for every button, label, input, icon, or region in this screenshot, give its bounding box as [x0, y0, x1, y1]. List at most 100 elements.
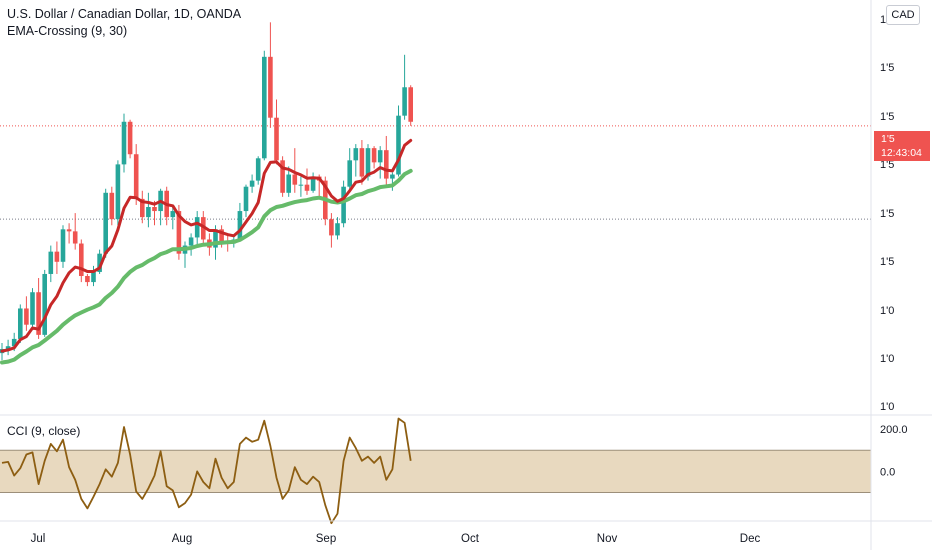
cci-band-fill: [0, 450, 871, 493]
cci-tick-label: 200.0: [880, 424, 908, 436]
candle: [310, 172, 316, 193]
candle-body: [54, 251, 60, 262]
candle-body: [42, 273, 47, 335]
y-tick-label: 1'5: [880, 208, 894, 220]
candle: [72, 213, 78, 250]
candle: [127, 119, 133, 159]
candle-body: [243, 186, 249, 212]
candle-body: [329, 219, 334, 236]
ema-slow-line: [0, 168, 413, 365]
candle: [79, 239, 84, 283]
ema-lines: [0, 138, 413, 365]
candle: [188, 233, 194, 256]
candle-body: [48, 251, 54, 274]
candle-body: [133, 154, 139, 199]
y-tick-label: 1'0: [880, 353, 894, 365]
candles: [0, 22, 413, 361]
candle-body: [359, 148, 365, 177]
candle: [146, 192, 151, 228]
candle-body: [286, 174, 291, 193]
ema-fast-line: [0, 138, 413, 353]
cci-band: [0, 449, 871, 494]
candle: [298, 176, 304, 197]
currency-badge[interactable]: CAD: [886, 5, 920, 25]
candle: [390, 172, 395, 191]
candle: [286, 166, 291, 197]
candle-body: [310, 176, 316, 191]
candle: [262, 50, 267, 161]
candle-body: [304, 184, 310, 191]
y-tick-label: 1'5: [880, 256, 894, 268]
y-tick-label: 1'5: [880, 111, 894, 123]
candle-body: [5, 346, 11, 350]
candle-body: [194, 217, 200, 238]
cci-label[interactable]: CCI (9, close): [7, 424, 81, 438]
candle: [359, 140, 365, 185]
candle-body: [298, 184, 304, 186]
candle-body: [237, 211, 243, 240]
candle-body: [18, 308, 23, 339]
candle: [133, 144, 139, 205]
candle: [396, 105, 401, 177]
candle: [280, 156, 285, 197]
candle-body: [121, 121, 127, 165]
candle-body: [390, 174, 395, 179]
candle: [249, 174, 255, 193]
y-tick-label: 1'5: [880, 159, 894, 171]
bar-countdown: 12:43:04: [881, 147, 922, 159]
candle: [140, 190, 145, 224]
candle: [115, 160, 121, 226]
candle-body: [280, 160, 285, 193]
candle-body: [396, 115, 401, 175]
y-tick-label: 1': [880, 14, 888, 26]
candle: [54, 241, 60, 274]
y-tick-label: 1'0: [880, 401, 894, 413]
candle: [292, 148, 298, 193]
candle: [274, 99, 279, 165]
candle: [170, 207, 176, 230]
candle-body: [249, 180, 255, 187]
chart-title: U.S. Dollar / Canadian Dollar, 1D, OANDA: [7, 7, 242, 21]
candle: [341, 180, 346, 228]
x-tick-label: Aug: [172, 533, 192, 545]
candle-body: [36, 292, 41, 335]
candle: [5, 339, 11, 356]
candle-body: [11, 338, 17, 347]
indicator-label[interactable]: EMA-Crossing (9, 30): [7, 24, 128, 38]
candle-body: [66, 229, 72, 232]
candle: [66, 223, 72, 244]
candle-body: [262, 56, 267, 159]
candle: [103, 188, 108, 258]
candle-body: [140, 198, 145, 218]
candle-body: [176, 211, 182, 254]
candle: [347, 148, 352, 191]
cci-line: [1, 417, 412, 525]
candle-body: [384, 150, 389, 179]
candle-body: [347, 160, 352, 187]
candle: [243, 184, 249, 218]
candle: [255, 156, 261, 185]
candle: [97, 249, 102, 274]
candle-body: [274, 117, 279, 161]
x-tick-label: Oct: [461, 533, 480, 545]
cci-tick-label: 0.0: [880, 466, 895, 478]
candle: [402, 54, 407, 120]
cci-axis-ticks: 200.0 0.0: [880, 424, 908, 478]
candle: [42, 269, 47, 337]
x-tick-label: Jul: [31, 533, 46, 545]
cci-line-group: [1, 417, 412, 525]
candle: [377, 146, 383, 179]
candle: [48, 245, 54, 283]
candle-body: [115, 164, 121, 220]
candle-body: [127, 121, 133, 155]
candle-body: [146, 207, 151, 218]
last-price-tag: 1'5 12:43:04: [874, 131, 930, 161]
y-tick-label: 1'0: [880, 305, 894, 317]
candle: [60, 225, 66, 268]
candle-body: [201, 217, 206, 240]
candle: [158, 188, 163, 226]
candle-body: [371, 148, 377, 163]
x-tick-label: Sep: [316, 533, 336, 545]
